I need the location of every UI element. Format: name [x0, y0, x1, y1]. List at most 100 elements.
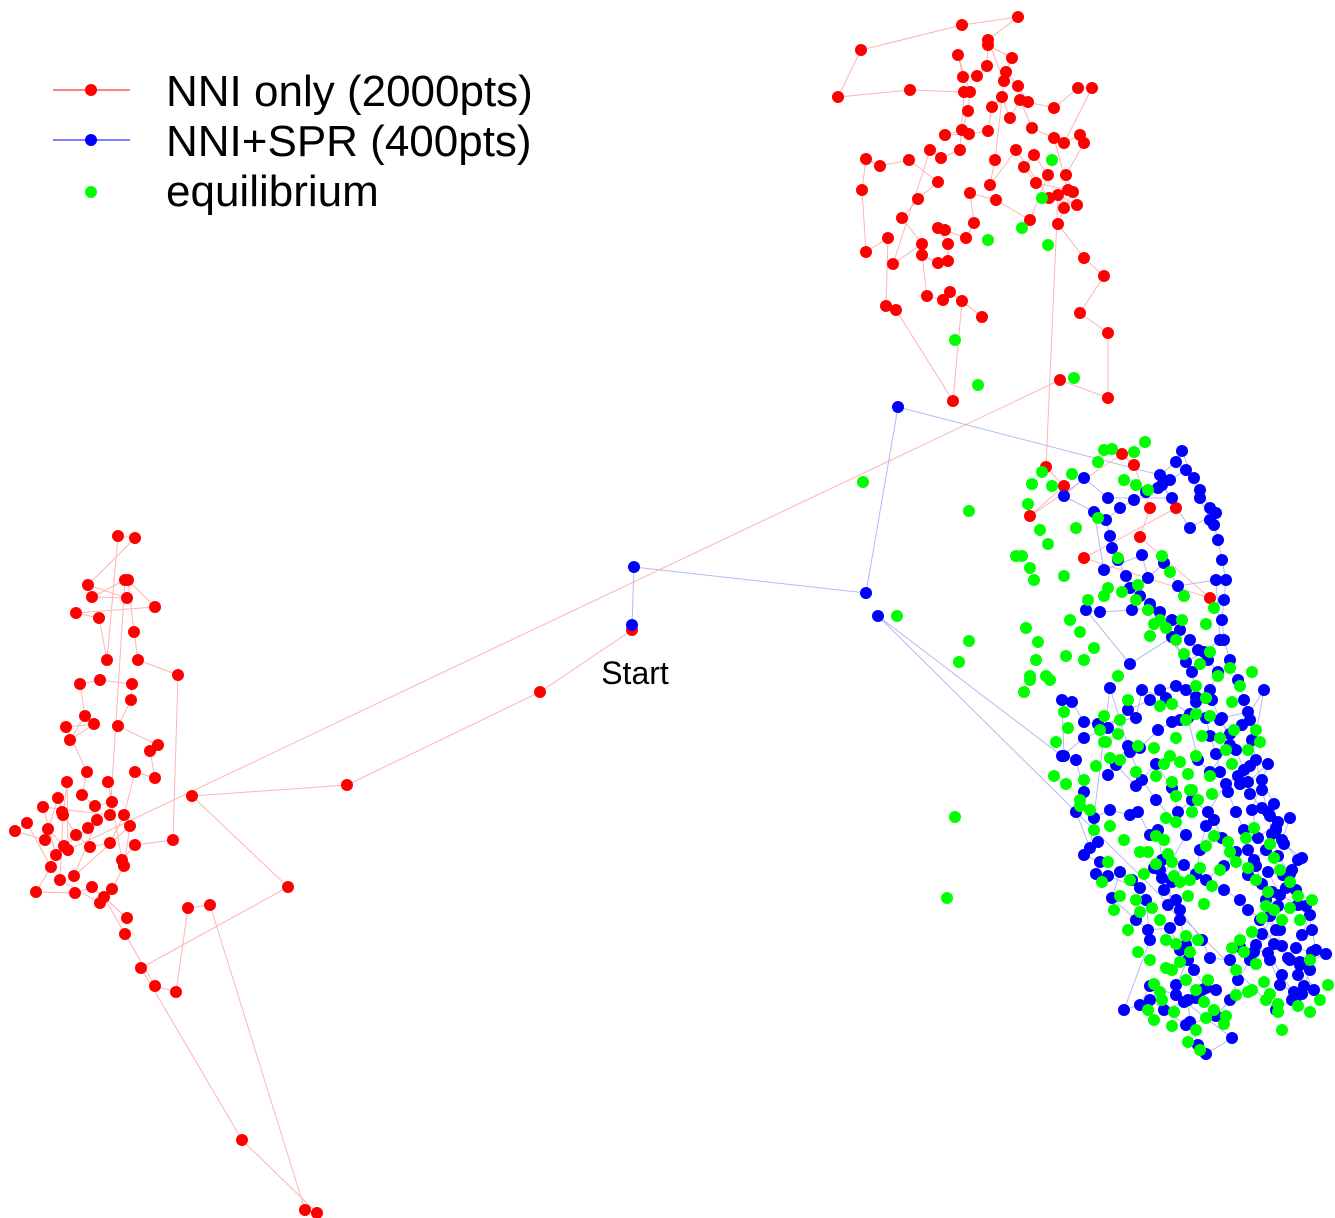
data-point [1306, 894, 1318, 906]
data-point [129, 766, 141, 778]
data-point [832, 91, 844, 103]
data-point [1152, 724, 1164, 736]
data-point [1284, 876, 1296, 888]
data-point [1166, 776, 1178, 788]
data-point [149, 772, 161, 784]
data-point [891, 610, 903, 622]
data-point [1098, 736, 1110, 748]
data-point [956, 19, 968, 31]
data-point [1220, 744, 1232, 756]
data-point [1322, 979, 1334, 991]
data-point [1198, 996, 1210, 1008]
data-point [1028, 149, 1040, 161]
data-point [1058, 570, 1070, 582]
data-point [1276, 940, 1288, 952]
data-point [1314, 994, 1326, 1006]
data-point [1060, 169, 1072, 181]
data-point [1006, 52, 1018, 64]
data-point [81, 766, 93, 778]
data-point [1308, 984, 1320, 996]
data-point [1180, 1019, 1192, 1031]
data-point [1226, 758, 1238, 770]
data-point [1116, 448, 1128, 460]
data-point [1058, 480, 1070, 492]
data-point [1180, 714, 1192, 726]
data-point [1072, 82, 1084, 94]
data-point [1012, 80, 1024, 92]
data-point [1042, 538, 1054, 550]
data-point [1234, 894, 1246, 906]
data-point [1204, 502, 1216, 514]
data-point [1210, 748, 1222, 760]
data-point [1114, 502, 1126, 514]
data-point [1190, 696, 1202, 708]
data-point [1166, 1020, 1178, 1032]
data-point [1074, 794, 1086, 806]
data-point [1134, 882, 1146, 894]
data-point [982, 125, 994, 137]
data-point [998, 75, 1010, 87]
legend-label: NNI+SPR (400pts) [166, 117, 532, 166]
data-point [1150, 794, 1162, 806]
data-point [1022, 498, 1034, 510]
data-point [892, 401, 904, 413]
data-point [129, 532, 141, 544]
data-point [1276, 914, 1288, 926]
data-point [1042, 239, 1054, 251]
data-point [1174, 956, 1186, 968]
data-point [121, 592, 133, 604]
data-point [1078, 732, 1090, 744]
data-point [1216, 554, 1228, 566]
data-point [1136, 549, 1148, 561]
data-point [21, 817, 33, 829]
data-point [872, 610, 884, 622]
data-point [1242, 904, 1254, 916]
data-point [1242, 862, 1254, 874]
data-point [1304, 954, 1316, 966]
data-point [1102, 392, 1114, 404]
data-point [1266, 828, 1278, 840]
data-point [982, 234, 994, 246]
data-point [1094, 606, 1106, 618]
data-point [1144, 694, 1156, 706]
data-point [1238, 946, 1250, 958]
data-point [1098, 270, 1110, 282]
data-point [1250, 724, 1262, 736]
data-point [118, 809, 130, 821]
data-point [1170, 979, 1182, 991]
data-point [299, 1204, 311, 1216]
data-point [1226, 696, 1238, 708]
data-point [1098, 590, 1110, 602]
data-point [1196, 730, 1208, 742]
data-point [1218, 634, 1230, 646]
data-point [1078, 472, 1090, 484]
data-point [1112, 670, 1124, 682]
legend-entry-nni-spr: NNI+SPR (400pts) [53, 117, 532, 166]
data-point [1182, 1036, 1194, 1048]
data-point [1170, 634, 1182, 646]
data-point [1184, 946, 1196, 958]
data-point [887, 258, 899, 270]
data-point [963, 635, 975, 647]
data-point [1142, 572, 1154, 584]
data-point [941, 892, 953, 904]
data-point [1154, 469, 1166, 481]
data-point [1254, 736, 1266, 748]
data-point [1102, 327, 1114, 339]
data-point [1298, 980, 1310, 992]
data-point [76, 789, 88, 801]
data-point [1170, 502, 1182, 514]
data-point [129, 839, 141, 851]
data-point [1190, 750, 1202, 762]
data-point [1208, 830, 1220, 842]
data-point [1244, 714, 1256, 726]
data-point [856, 184, 868, 196]
data-point [86, 881, 98, 893]
data-point [1138, 868, 1150, 880]
data-point [1010, 144, 1022, 156]
data-point [118, 860, 130, 872]
data-point [1146, 902, 1158, 914]
data-point [1192, 644, 1204, 656]
legend: NNI only (2000pts) NNI+SPR (400pts) equi… [53, 67, 533, 216]
legend-label: equilibrium [166, 167, 379, 216]
